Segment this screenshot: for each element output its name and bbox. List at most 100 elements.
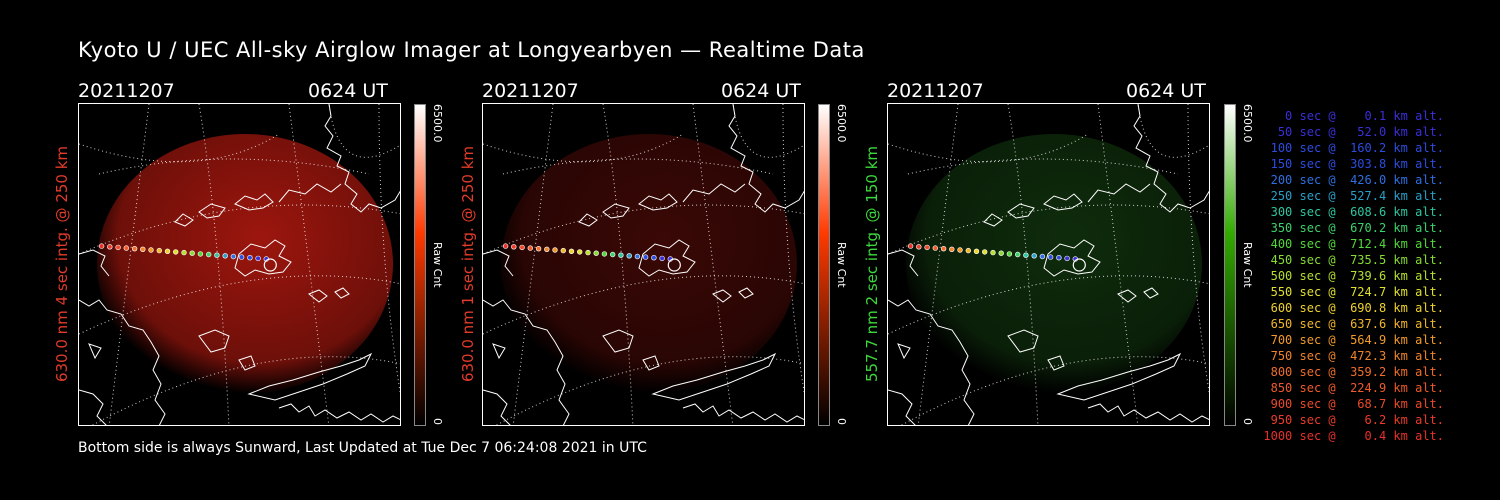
trajectory-point: [527, 245, 533, 251]
panel-2-colorbar-unit: Raw Cnt: [835, 242, 848, 288]
trajectory-point: [990, 249, 996, 256]
trajectory-point: [924, 244, 930, 251]
trajectory-point: [535, 246, 542, 252]
trajectory-point: [247, 255, 253, 261]
coastline: [324, 104, 400, 213]
legend-row: 200 sec @ 426.0 km alt.: [1263, 173, 1444, 187]
grid-line: [782, 104, 804, 395]
coastline: [888, 249, 919, 277]
grid-line: [602, 104, 634, 425]
grid-line: [888, 275, 1209, 335]
airglow-disc: [97, 134, 393, 394]
coastline: [983, 213, 1003, 227]
trajectory-point: [949, 246, 955, 253]
grid-line: [378, 104, 400, 395]
trajectory-point: [131, 246, 138, 252]
footer-update-note: Bottom side is always Sunward, Last Upda…: [78, 440, 647, 456]
trajectory-point: [205, 251, 212, 258]
legend-row: 850 sec @ 224.9 km alt.: [1263, 381, 1444, 395]
legend-row: 950 sec @ 6.2 km alt.: [1263, 413, 1444, 427]
coastline: [79, 389, 107, 425]
trajectory-point: [255, 255, 261, 262]
legend-row: 450 sec @ 735.5 km alt.: [1263, 253, 1444, 267]
trajectory-point: [172, 249, 179, 255]
legend-row: 700 sec @ 564.9 km alt.: [1263, 333, 1444, 347]
legend-row: 800 sec @ 359.2 km alt.: [1263, 365, 1444, 379]
coastline: [278, 183, 342, 203]
legend-row: 400 sec @ 712.4 km alt.: [1263, 237, 1444, 251]
trajectory-point: [965, 247, 972, 254]
legend-row: 50 sec @ 52.0 km alt.: [1263, 125, 1444, 139]
grid-line: [79, 133, 280, 163]
trajectory-point: [634, 253, 641, 260]
trajectory-point: [140, 246, 146, 253]
legend-row: 1000 sec @ 0.4 km alt.: [1263, 429, 1444, 443]
trajectory-point: [626, 253, 632, 259]
coastline: [278, 403, 400, 423]
trajectory-point: [981, 249, 988, 255]
grid-line: [888, 133, 1089, 163]
grid-line: [1187, 104, 1209, 395]
panel-3-wavelength-label: 557.7 nm 2 sec intg. @ 150 km: [863, 145, 881, 383]
panel-3-date: 20211207: [887, 80, 984, 102]
legend-row: 900 sec @ 68.7 km alt.: [1263, 397, 1444, 411]
legend-row: 0 sec @ 0.1 km alt.: [1263, 109, 1444, 123]
trajectory-point: [609, 251, 616, 258]
coastline: [638, 193, 678, 211]
coastline: [308, 289, 328, 303]
coastline: [1007, 203, 1035, 219]
legend-row: 150 sec @ 303.8 km alt.: [1263, 157, 1444, 171]
grid-line: [483, 133, 684, 163]
coastline: [1043, 239, 1101, 277]
trajectory-point: [940, 246, 947, 252]
legend-row: 550 sec @ 724.7 km alt.: [1263, 285, 1444, 299]
coastline: [1047, 355, 1065, 371]
panel-2-date: 20211207: [482, 80, 579, 102]
coastline: [712, 289, 732, 303]
panel-3-colorbar-max: 6500.0: [1241, 104, 1254, 143]
trajectory-point: [156, 247, 163, 254]
grid-line: [483, 275, 804, 335]
trajectory-point: [181, 249, 187, 256]
trajectory-point: [1031, 253, 1037, 259]
grid-line: [328, 104, 400, 158]
coastline: [334, 287, 350, 299]
panel-1-allsky-image: [78, 103, 401, 426]
panel-1-colorbar-min: 0: [431, 418, 444, 425]
trajectory-point: [1056, 255, 1062, 261]
trajectory-point: [502, 243, 509, 249]
legend-row: 250 sec @ 527.4 km alt.: [1263, 189, 1444, 203]
legend-row: 350 sec @ 670.2 km alt.: [1263, 221, 1444, 235]
trajectory-legend: 0 sec @ 0.1 km alt. 50 sec @ 52.0 km alt…: [1262, 108, 1444, 444]
panel-1-colorbar-unit: Raw Cnt: [431, 242, 444, 288]
coastline: [492, 343, 506, 360]
trajectory-point: [1064, 255, 1070, 262]
coastline: [1087, 403, 1209, 423]
trajectory-point: [932, 245, 938, 251]
panel-1-colorbar: [414, 104, 426, 426]
airglow-disc: [501, 134, 797, 394]
trajectory-point: [519, 244, 525, 251]
coastline: [651, 352, 777, 401]
grid-line: [907, 158, 1179, 175]
trajectory-point: [214, 252, 220, 258]
grid-line: [732, 104, 804, 158]
trajectory-point: [1023, 252, 1029, 258]
grid-line: [198, 104, 230, 425]
trajectory-point: [585, 249, 591, 256]
trajectory-point: [544, 246, 550, 253]
trajectory-point: [560, 247, 567, 254]
grid-line: [1137, 104, 1209, 158]
airglow-disc: [906, 134, 1202, 394]
trajectory-point: [973, 248, 980, 255]
trajectory-point: [164, 248, 171, 255]
trajectory-point: [238, 254, 245, 260]
coastline: [1143, 287, 1159, 299]
trajectory-point: [651, 255, 657, 261]
panel-2-wavelength-label: 630.0 nm 1 sec intg. @ 250 km: [459, 145, 477, 383]
page-title: Kyoto U / UEC All-sky Airglow Imager at …: [78, 38, 865, 62]
legend-row: 750 sec @ 472.3 km alt.: [1263, 349, 1444, 363]
trajectory-point: [98, 243, 105, 249]
coastline: [602, 203, 630, 219]
panel-1-date: 20211207: [78, 80, 175, 102]
